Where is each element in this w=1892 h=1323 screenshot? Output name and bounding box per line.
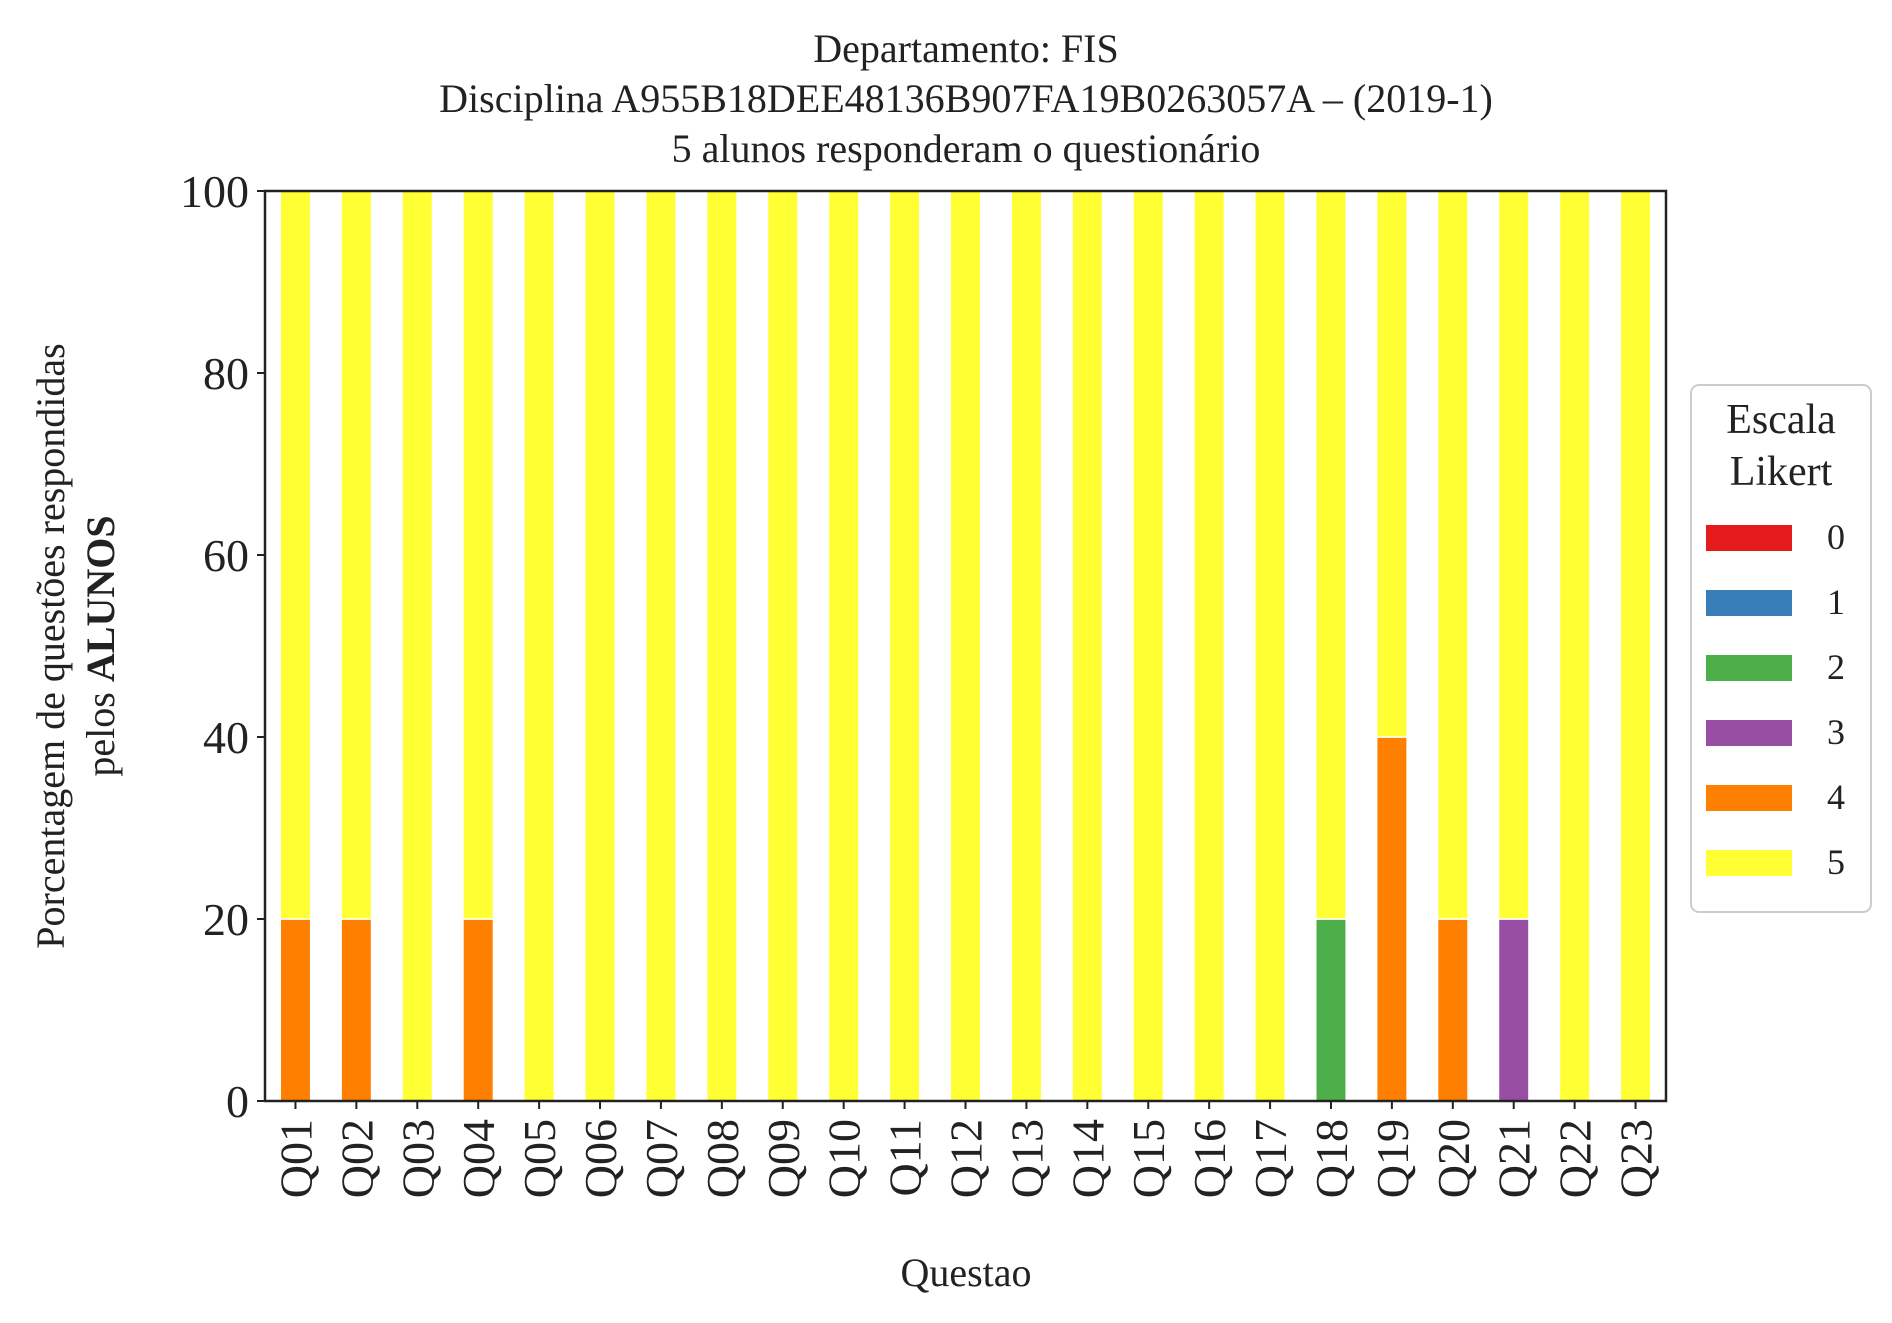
legend-label-4: 4 bbox=[1827, 777, 1845, 817]
bar-Q01-escala-4 bbox=[279, 918, 312, 1102]
bar-Q20-escala-4 bbox=[1436, 918, 1469, 1102]
x-axis: Q01 Q02 Q03 Q04 Q05 Q06 Q07 Q08 Q09 Q10 Q11 Q12 Q13 Q… bbox=[270, 1101, 1662, 1198]
y-tick-label-60: 60 bbox=[203, 530, 249, 581]
x-tick-label-Q09: Q09 bbox=[758, 1119, 809, 1198]
bar-Q09-escala-5 bbox=[766, 190, 799, 1102]
legend-swatch-2 bbox=[1706, 655, 1792, 681]
legend-swatch-5 bbox=[1706, 850, 1792, 876]
x-tick-label-Q21: Q21 bbox=[1489, 1119, 1540, 1198]
plot-frame bbox=[263, 189, 1668, 1103]
x-tick-label-Q08: Q08 bbox=[697, 1119, 748, 1198]
legend-title-line-2: Likert bbox=[1730, 449, 1833, 495]
bar-Q01-escala-5 bbox=[279, 190, 312, 920]
bar-Q21-escala-3 bbox=[1497, 918, 1530, 1102]
x-tick-label-Q02: Q02 bbox=[331, 1119, 382, 1198]
bars-layer bbox=[279, 190, 1652, 1102]
x-tick-label-Q18: Q18 bbox=[1306, 1119, 1357, 1198]
bar-Q13-escala-5 bbox=[1010, 190, 1043, 1102]
x-tick-label-Q06: Q06 bbox=[575, 1119, 626, 1198]
bar-Q19-escala-4 bbox=[1375, 736, 1408, 1102]
y-axis-label: Porcentagem de questões respondidas pelo… bbox=[28, 343, 123, 948]
y-tick-label-40: 40 bbox=[203, 712, 249, 763]
y-tick-label-100: 100 bbox=[180, 166, 249, 217]
x-tick-label-Q13: Q13 bbox=[1001, 1119, 1052, 1198]
legend-label-2: 2 bbox=[1827, 647, 1845, 687]
legend-title-line-1: Escala bbox=[1726, 397, 1836, 443]
legend-frame bbox=[1690, 384, 1872, 913]
legend-label-1: 1 bbox=[1827, 582, 1845, 622]
bar-Q07-escala-5 bbox=[644, 190, 677, 1102]
x-tick-label-Q04: Q04 bbox=[453, 1119, 504, 1198]
bar-Q19-escala-5 bbox=[1375, 190, 1408, 738]
y-tick-label-80: 80 bbox=[203, 348, 249, 399]
bar-Q15-escala-5 bbox=[1132, 190, 1165, 1102]
x-tick-label-Q14: Q14 bbox=[1062, 1119, 1113, 1198]
bar-Q10-escala-5 bbox=[827, 190, 860, 1102]
bar-Q23-escala-5 bbox=[1619, 190, 1652, 1102]
bar-Q03-escala-5 bbox=[401, 190, 434, 1102]
x-tick-label-Q10: Q10 bbox=[819, 1119, 870, 1198]
x-tick-label-Q20: Q20 bbox=[1428, 1119, 1479, 1198]
bar-Q22-escala-5 bbox=[1558, 190, 1591, 1102]
x-tick-label-Q11: Q11 bbox=[880, 1119, 931, 1197]
title-line-2: Disciplina A955B18DEE48136B907FA19B02630… bbox=[439, 76, 1493, 121]
x-tick-label-Q15: Q15 bbox=[1123, 1119, 1174, 1198]
x-tick-label-Q19: Q19 bbox=[1367, 1119, 1418, 1198]
x-tick-label-Q17: Q17 bbox=[1245, 1119, 1296, 1198]
y-axis-label-bold: ALUNOS bbox=[78, 515, 123, 682]
y-tick-label-0: 0 bbox=[226, 1076, 249, 1127]
x-tick-label-Q05: Q05 bbox=[514, 1119, 565, 1198]
bar-Q08-escala-5 bbox=[705, 190, 738, 1102]
bar-Q18-escala-5 bbox=[1315, 190, 1347, 920]
chart-title: Departamento: FIS Disciplina A955B18DEE4… bbox=[439, 26, 1493, 171]
bar-Q04-escala-5 bbox=[462, 190, 495, 920]
y-axis-label-line-2: pelos ALUNOS bbox=[78, 515, 123, 776]
bar-Q11-escala-5 bbox=[888, 190, 921, 1102]
bar-Q16-escala-5 bbox=[1193, 190, 1226, 1102]
y-axis-label-line-1: Porcentagem de questões respondidas bbox=[28, 343, 73, 948]
legend-swatch-4 bbox=[1706, 785, 1792, 811]
x-tick-label-Q23: Q23 bbox=[1611, 1119, 1662, 1198]
legend-swatch-3 bbox=[1706, 720, 1792, 746]
x-axis-label: Questao bbox=[900, 1250, 1031, 1295]
y-axis-label-prefix: pelos bbox=[78, 682, 123, 776]
bar-Q20-escala-5 bbox=[1436, 190, 1469, 920]
bar-Q02-escala-5 bbox=[340, 190, 373, 920]
x-tick-label-Q03: Q03 bbox=[392, 1119, 443, 1198]
title-line-3: 5 alunos responderam o questionário bbox=[672, 126, 1261, 171]
legend-swatch-0 bbox=[1706, 525, 1792, 551]
bar-Q18-escala-2 bbox=[1315, 918, 1347, 1102]
bar-Q14-escala-5 bbox=[1071, 190, 1104, 1102]
bar-Q12-escala-5 bbox=[949, 190, 982, 1102]
x-tick-label-Q07: Q07 bbox=[636, 1119, 687, 1198]
bar-Q02-escala-4 bbox=[340, 918, 373, 1102]
legend-label-0: 0 bbox=[1827, 517, 1845, 557]
legend-swatch-1 bbox=[1706, 590, 1792, 616]
bar-Q05-escala-5 bbox=[523, 190, 556, 1102]
legend-label-5: 5 bbox=[1827, 842, 1845, 882]
x-tick-label-Q01: Q01 bbox=[270, 1119, 321, 1198]
bar-Q04-escala-4 bbox=[462, 918, 495, 1102]
y-tick-label-20: 20 bbox=[203, 894, 249, 945]
bar-Q06-escala-5 bbox=[584, 190, 616, 1102]
y-axis: 0 20 40 60 80 100 bbox=[180, 166, 265, 1127]
legend-items: 0 1 2 3 4 5 bbox=[1706, 517, 1845, 882]
x-tick-label-Q12: Q12 bbox=[941, 1119, 992, 1198]
title-line-1: Departamento: FIS bbox=[813, 26, 1119, 71]
bar-Q21-escala-5 bbox=[1497, 190, 1530, 920]
bar-Q17-escala-5 bbox=[1254, 190, 1287, 1102]
legend-label-3: 3 bbox=[1827, 712, 1845, 752]
legend: Escala Likert 0 1 2 3 4 5 bbox=[1690, 384, 1872, 913]
x-tick-label-Q22: Q22 bbox=[1550, 1119, 1601, 1198]
x-tick-label-Q16: Q16 bbox=[1184, 1119, 1235, 1198]
